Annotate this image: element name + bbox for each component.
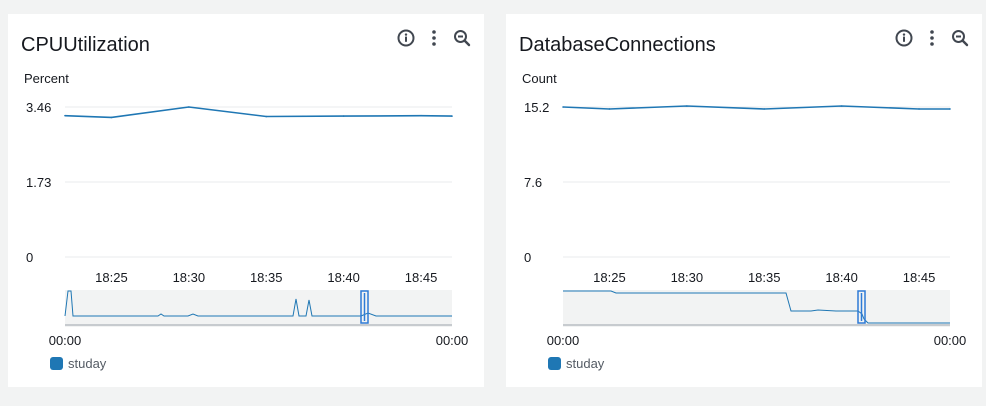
x-tick-label: 18:30 [671, 270, 704, 285]
widget-actions [890, 24, 974, 52]
widget-title: DatabaseConnections [519, 34, 716, 56]
legend-swatch [50, 357, 63, 370]
x-tick-label: 18:45 [405, 270, 438, 285]
widget-title: CPUUtilization [21, 34, 150, 56]
data-point [451, 115, 453, 117]
data-point [265, 115, 268, 118]
data-point [686, 105, 688, 107]
data-point [110, 116, 113, 119]
data-point [840, 105, 843, 107]
more-vertical-icon[interactable] [918, 24, 946, 52]
overview-series-line [64, 290, 452, 317]
database-connections-widget: DatabaseConnections Count 15.2 7.6 0 18:25 1… [506, 14, 982, 387]
range-selector-handle [360, 290, 369, 324]
data-point [608, 108, 611, 110]
y-tick-label: 0 [524, 250, 531, 265]
y-tick-label: 3.46 [26, 100, 51, 115]
legend[interactable]: studay [50, 356, 106, 371]
data-point [918, 108, 920, 110]
cpu-utilization-widget: CPUUtilization Percent 3.46 1.73 0 18:25 18:… [8, 14, 484, 387]
legend[interactable]: studay [548, 356, 604, 371]
x-tick-label: 18:35 [250, 270, 283, 285]
data-point [562, 106, 564, 108]
y-tick-label: 0 [26, 250, 33, 265]
overview-start-label: 00:00 [49, 333, 82, 348]
db-connections-chart-plot[interactable]: 15.2 7.6 0 18:25 18:30 18:35 18:40 18:45 00:00 00… [506, 14, 982, 359]
overview-end-label: 00:00 [436, 333, 469, 348]
range-selector-handle [857, 290, 866, 324]
x-tick-label: 18:25 [95, 270, 128, 285]
data-point [420, 114, 422, 117]
y-tick-label: 7.6 [524, 175, 542, 190]
overview-background [563, 290, 950, 327]
x-tick-label: 18:25 [593, 270, 626, 285]
data-point [763, 108, 766, 110]
y-tick-label: 1.73 [26, 175, 51, 190]
data-point [188, 106, 190, 108]
overview-end-label: 00:00 [934, 333, 967, 348]
x-tick-label: 18:30 [173, 270, 206, 285]
series-line [64, 106, 453, 119]
x-tick-label: 18:45 [903, 270, 936, 285]
data-point [949, 108, 951, 110]
info-icon[interactable] [890, 24, 918, 52]
y-axis-label: Count [522, 71, 557, 86]
zoom-out-icon[interactable] [448, 24, 476, 52]
y-axis-label: Percent [24, 71, 69, 86]
x-tick-label: 18:40 [825, 270, 858, 285]
legend-label: studay [566, 356, 605, 371]
widget-actions [392, 24, 476, 52]
overview-start-label: 00:00 [547, 333, 580, 348]
legend-label: studay [68, 356, 107, 371]
data-point [342, 115, 345, 117]
cpu-chart-plot[interactable]: 3.46 1.73 0 18:25 18:30 18:35 18:40 18:45 00:00 0… [8, 14, 484, 359]
more-vertical-icon[interactable] [420, 24, 448, 52]
zoom-out-icon[interactable] [946, 24, 974, 52]
overview-series-line [563, 290, 950, 324]
x-tick-label: 18:35 [748, 270, 781, 285]
info-icon[interactable] [392, 24, 420, 52]
x-tick-label: 18:40 [327, 270, 360, 285]
overview-background [65, 290, 452, 327]
y-tick-label: 15.2 [524, 100, 549, 115]
legend-swatch [548, 357, 561, 370]
data-point [64, 114, 66, 117]
